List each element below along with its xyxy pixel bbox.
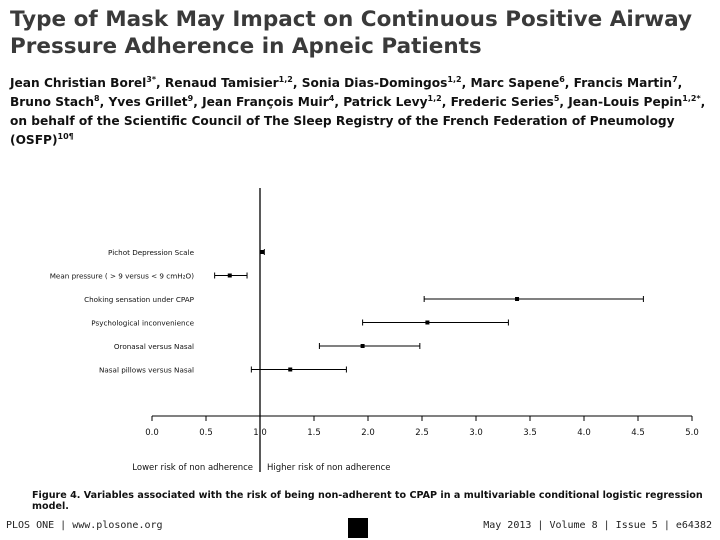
x-tick-label: 3.5 (523, 428, 537, 438)
author: Yves Grillet9 (108, 93, 194, 109)
author-affiliation: 7 (672, 74, 678, 84)
point-estimate (360, 344, 365, 348)
author: Jean François Muir4 (202, 93, 335, 109)
journal-footer: PLOS ONE | www.plosone.org (6, 520, 163, 531)
author-name: Jean François Muir (202, 95, 329, 109)
x-tick-label: 4.0 (577, 428, 591, 438)
author: Renaud Tamisier1,2 (164, 74, 293, 90)
x-tick-label: 0.5 (199, 428, 213, 438)
author-name: Patrick Levy (343, 95, 428, 109)
x-tick-label: 2.0 (361, 428, 375, 438)
author-name: Jean Christian Borel (10, 76, 147, 90)
x-tick-label: 5.0 (685, 428, 699, 438)
annotation-higher-risk: Higher risk of non adherence (267, 463, 391, 473)
author-affiliation: 5 (553, 93, 560, 103)
author-name: Marc Sapene (470, 76, 560, 90)
row-label: Choking sensation under CPAP (84, 295, 195, 304)
row-label: Pichot Depression Scale (108, 248, 195, 257)
author: Bruno Stach8 (10, 93, 100, 109)
author-name: Francis Martin (573, 76, 673, 90)
x-tick-label: 1.0 (253, 428, 267, 438)
author-name: Renaud Tamisier (164, 76, 279, 90)
x-tick-label: 1.5 (307, 428, 321, 438)
point-estimate (227, 273, 232, 278)
row-label: Nasal pillows versus Nasal (99, 366, 194, 375)
x-tick-label: 0.0 (145, 428, 159, 438)
author: Jean-Louis Pepin1,2* (568, 93, 701, 109)
author-name: Yves Grillet (108, 95, 188, 109)
figure-caption: Figure 4. Variables associated with the … (32, 490, 703, 512)
x-tick-label: 4.5 (631, 428, 645, 438)
author: Jean Christian Borel3* (10, 74, 157, 90)
point-estimate (288, 367, 293, 372)
author-affiliation: 3* (146, 74, 157, 84)
author-affiliation: 1,2 (278, 74, 293, 84)
point-estimate (260, 250, 265, 254)
row-label: Psychological inconvenience (91, 319, 194, 328)
author: Patrick Levy1,2 (343, 93, 442, 109)
page-footer: PLOS ONE | www.plosone.org May 2013 | Vo… (6, 518, 712, 538)
behalf-affiliation: 10¶ (57, 131, 74, 141)
row-label: Mean pressure ( > 9 versus < 9 cmH₂O) (50, 272, 194, 281)
point-estimate (425, 320, 430, 325)
page-marker (348, 518, 368, 538)
x-tick-label: 2.5 (415, 428, 429, 438)
author-affiliation: 1,2 (447, 74, 462, 84)
author: Frederic Series5 (450, 93, 560, 109)
behalf-text: on behalf of the Scientific Council of T… (10, 114, 675, 147)
author: Marc Sapene6 (470, 74, 565, 90)
author-affiliation: 9 (187, 93, 194, 103)
author-name: Jean-Louis Pepin (568, 95, 683, 109)
author-list: Jean Christian Borel3*, Renaud Tamisier1… (10, 74, 715, 150)
author-affiliation: 6 (559, 74, 565, 84)
author: Francis Martin7 (573, 74, 678, 90)
author-name: Sonia Dias-Domingos (301, 76, 448, 90)
author-affiliation: 1,2* (682, 93, 701, 103)
author: Sonia Dias-Domingos1,2 (301, 74, 462, 90)
author-name: Frederic Series (450, 95, 554, 109)
author-affiliation: 4 (328, 93, 335, 103)
issue-footer: May 2013 | Volume 8 | Issue 5 | e64382 (483, 520, 712, 531)
author-affiliation: 8 (94, 93, 100, 103)
author-affiliation: 1,2 (427, 93, 442, 103)
row-label: Oronasal versus Nasal (114, 342, 194, 351)
paper-title: Type of Mask May Impact on Continuous Po… (10, 7, 693, 59)
annotation-lower-risk: Lower risk of non adherence (132, 463, 253, 473)
author-name: Bruno Stach (10, 95, 94, 109)
point-estimate (515, 297, 520, 301)
forest-plot: 0.0 0.5 1.0 1.5 2.0 2.5 3.0 3.5 4.0 4.5 5.0 Pichot… (50, 188, 699, 473)
author-items: Jean Christian Borel3*, Renaud Tamisier1… (10, 74, 706, 109)
x-tick-label: 3.0 (469, 428, 483, 438)
